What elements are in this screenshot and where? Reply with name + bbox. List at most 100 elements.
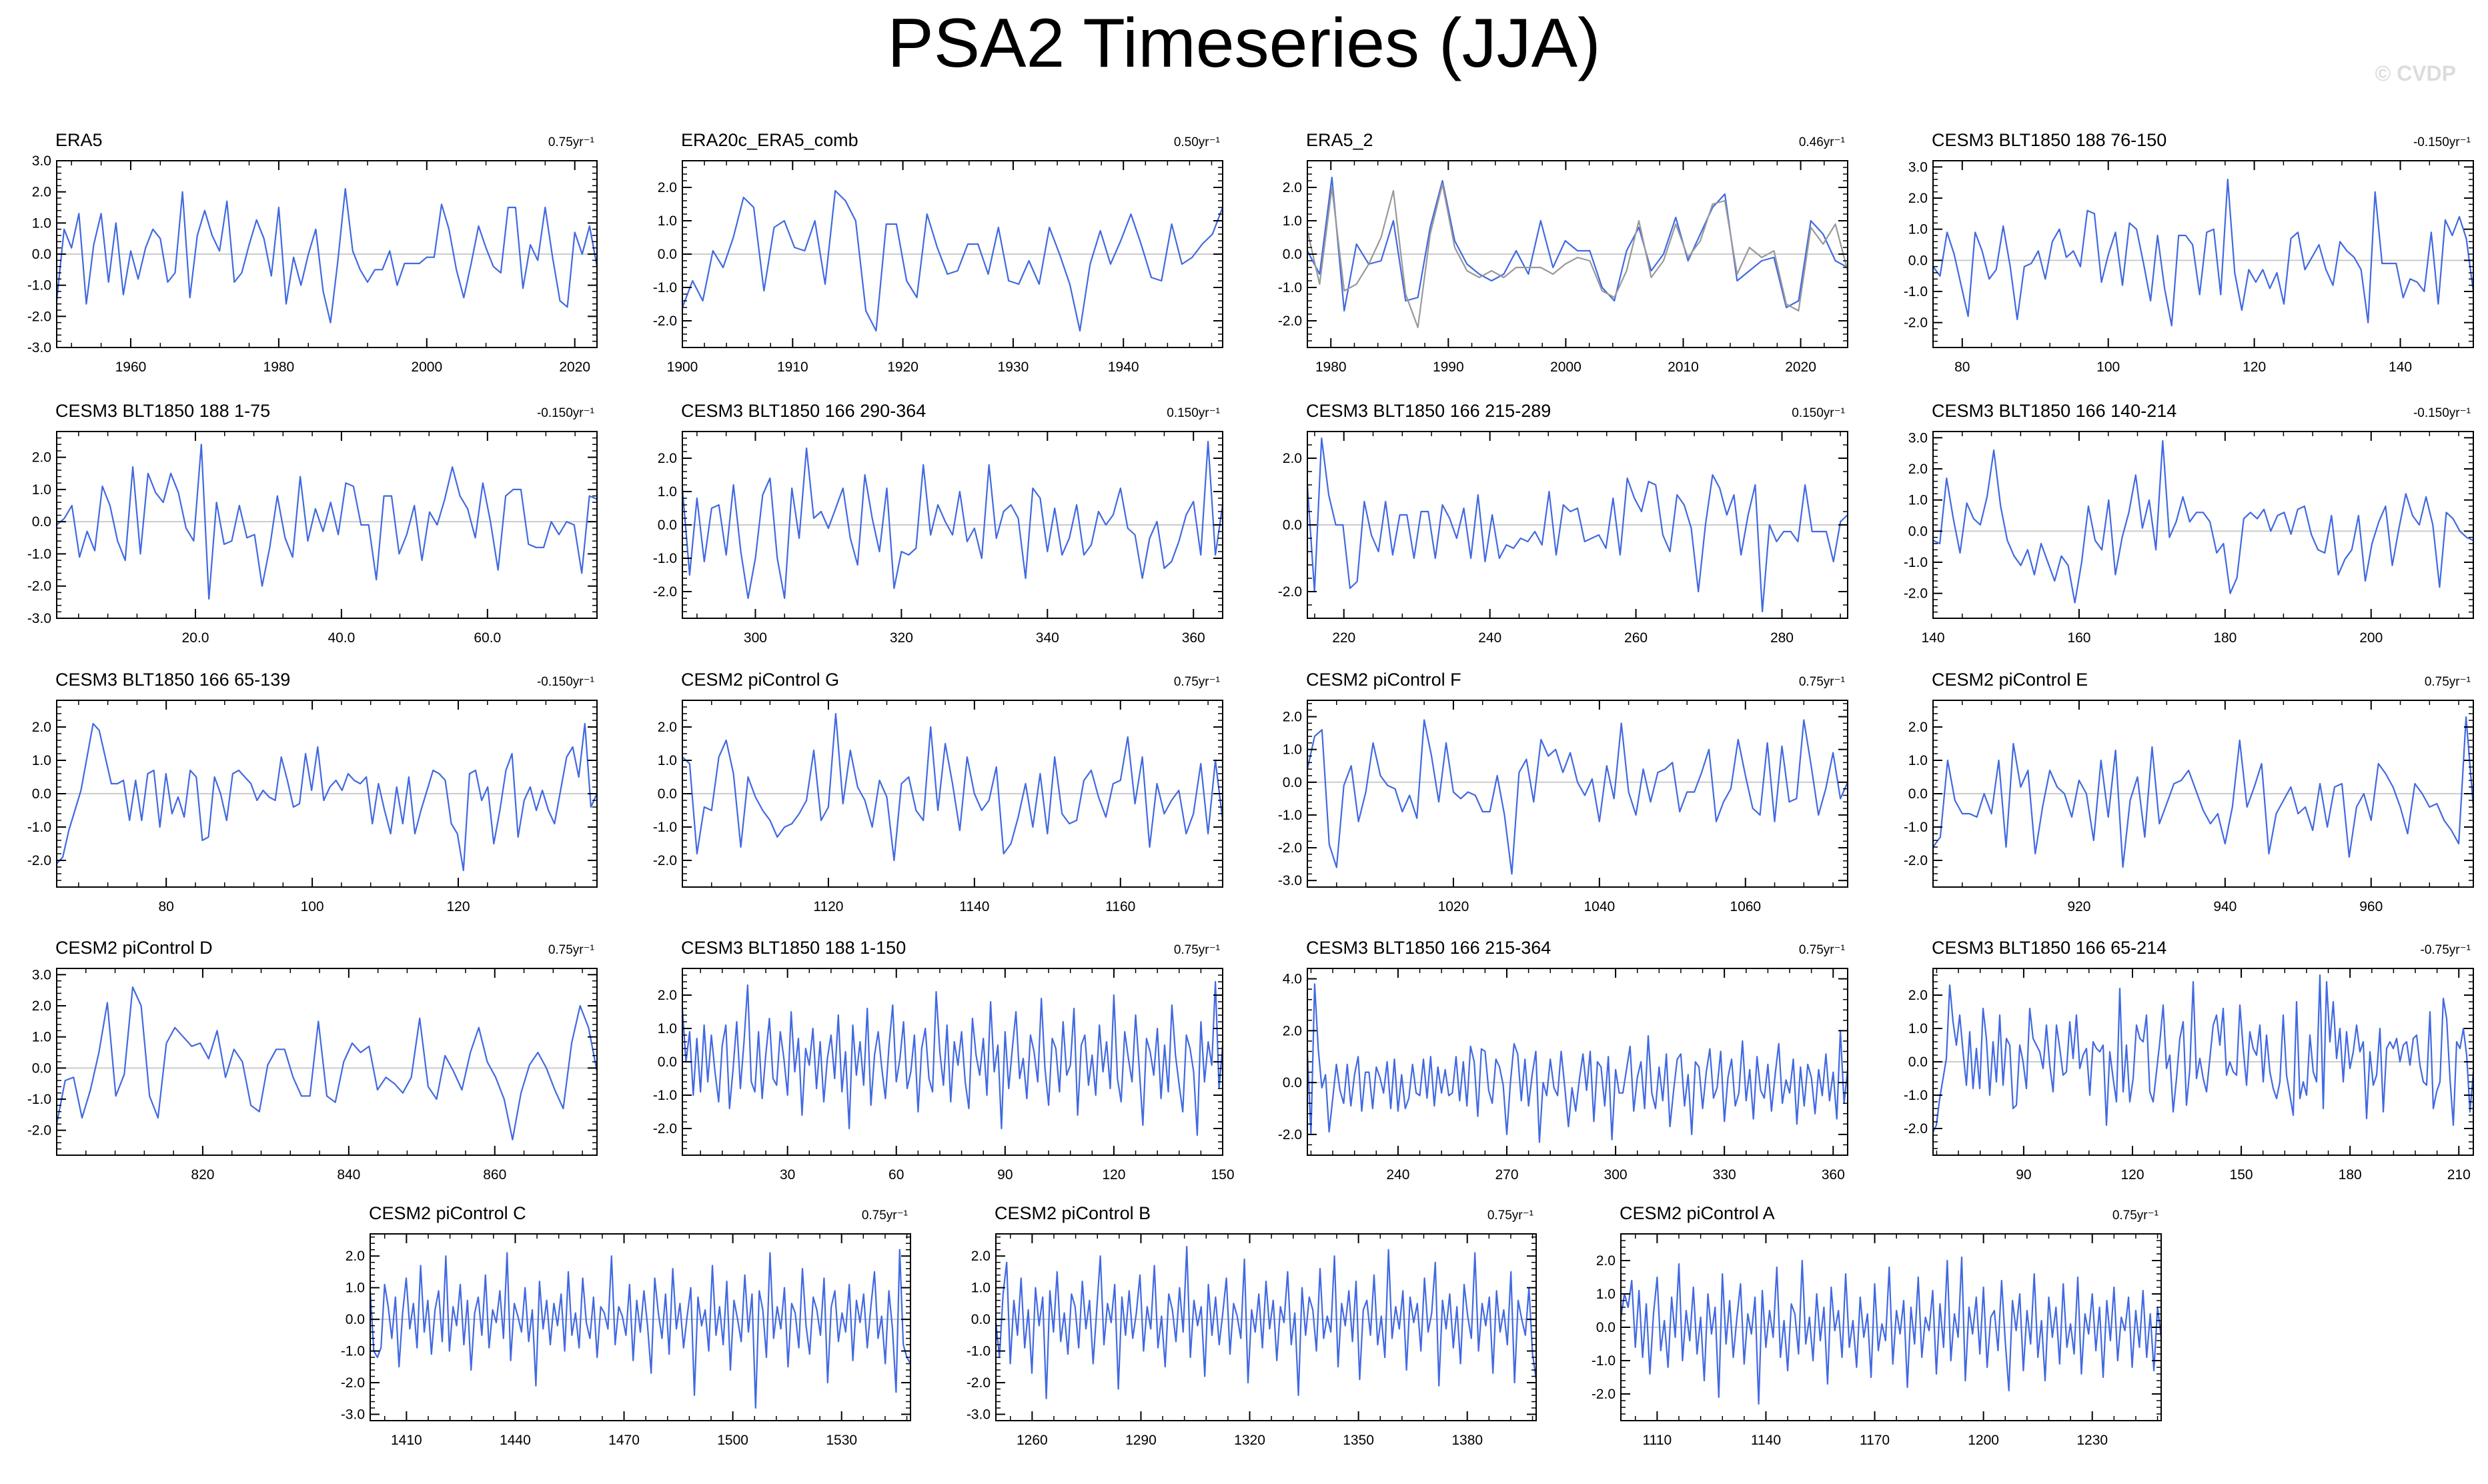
x-tick-label: 1170 xyxy=(1860,1433,1890,1448)
y-tick-label: 1.0 xyxy=(32,215,51,231)
panel-title: ERA5_2 xyxy=(1306,130,1373,150)
y-tick-label: 0.0 xyxy=(658,247,677,262)
x-tick-label: 920 xyxy=(2067,899,2090,914)
y-tick-label: -2.0 xyxy=(1278,313,1302,329)
y-tick-label: -2.0 xyxy=(1904,1121,1928,1137)
y-tick-label: -2.0 xyxy=(27,579,51,594)
series-line xyxy=(1932,716,2475,868)
panel: CESM2 piControl A 0.75yr⁻¹ 1110 1140 1170 120… xyxy=(1592,1203,2162,1448)
y-tick-label: 0.0 xyxy=(346,1312,365,1327)
x-tick-label: 240 xyxy=(1386,1167,1409,1183)
y-tick-label: 1.0 xyxy=(1908,753,1928,768)
y-tick-label: 2.0 xyxy=(1908,462,1928,477)
x-tick-label: 280 xyxy=(1770,630,1794,646)
plot-frame xyxy=(370,1233,911,1421)
y-tick-label: 1.0 xyxy=(346,1281,365,1296)
x-tick-label: 2010 xyxy=(1668,359,1699,375)
x-tick-label: 60.0 xyxy=(474,630,501,646)
y-tick-label: -1.0 xyxy=(653,551,677,566)
panel-trend: 0.75yr⁻¹ xyxy=(1799,675,1845,689)
x-tick-label: 120 xyxy=(1102,1167,1125,1183)
x-tick-label: 1530 xyxy=(826,1433,857,1448)
panel: ERA5 0.75yr⁻¹ 1960 1980 2000 2020 -3.0 -2.0 -1.0… xyxy=(27,130,598,375)
y-tick-label: 0.0 xyxy=(1908,253,1928,268)
x-tick-label: 360 xyxy=(1822,1167,1845,1183)
y-tick-label: 1.0 xyxy=(32,1030,51,1045)
y-tick-label: -1.0 xyxy=(653,1088,677,1103)
y-tick-label: 0.0 xyxy=(1908,524,1928,539)
panel-trend: -0.150yr⁻¹ xyxy=(537,406,594,420)
y-tick-label: 2.0 xyxy=(1596,1253,1616,1269)
panel-trend: 0.75yr⁻¹ xyxy=(548,943,594,957)
y-tick-label: -2.0 xyxy=(1904,853,1928,868)
panel-title: CESM2 piControl G xyxy=(681,670,839,690)
y-tick-label: -3.0 xyxy=(1278,873,1302,888)
y-tick-label: 2.0 xyxy=(32,185,51,200)
panel: CESM3 BLT1850 188 76-150 -0.150yr⁻¹ 80 100 1… xyxy=(1904,130,2475,375)
panel-title: CESM3 BLT1850 188 1-150 xyxy=(681,938,906,958)
y-tick-label: 1.0 xyxy=(1908,1021,1928,1036)
y-tick-label: 2.0 xyxy=(1283,1023,1302,1038)
panel: CESM2 piControl C 0.75yr⁻¹ 1410 1440 1470 150… xyxy=(341,1203,911,1448)
x-tick-label: 1110 xyxy=(1643,1433,1672,1448)
x-tick-label: 140 xyxy=(2389,359,2412,375)
x-tick-label: 1980 xyxy=(1315,359,1347,375)
y-tick-label: 2.0 xyxy=(32,450,51,466)
x-tick-label: 1930 xyxy=(998,359,1029,375)
y-tick-label: -3.0 xyxy=(967,1407,991,1423)
y-tick-label: 2.0 xyxy=(658,451,677,466)
y-tick-label: 3.0 xyxy=(32,967,51,982)
panel: CESM3 BLT1850 166 215-289 0.150yr⁻¹ 220 240… xyxy=(1278,401,1848,646)
y-tick-label: 1.0 xyxy=(1908,222,1928,237)
y-tick-label: -1.0 xyxy=(1278,280,1302,295)
y-tick-label: -3.0 xyxy=(27,611,51,626)
y-tick-label: 0.0 xyxy=(1596,1320,1616,1335)
series-line xyxy=(681,440,1224,600)
y-tick-label: 2.0 xyxy=(1908,988,1928,1003)
x-tick-label: 200 xyxy=(2359,630,2383,646)
panel-title: CESM2 piControl D xyxy=(55,938,213,958)
panel: CESM3 BLT1850 166 65-139 -0.150yr⁻¹ 80 100 1… xyxy=(27,670,598,914)
plot-frame xyxy=(995,1233,1537,1421)
series-line xyxy=(682,712,1224,862)
x-tick-label: 1500 xyxy=(717,1433,748,1448)
y-tick-label: 1.0 xyxy=(658,213,677,229)
x-tick-label: 260 xyxy=(1624,630,1648,646)
y-tick-label: -2.0 xyxy=(653,1121,677,1137)
panel-trend: 0.75yr⁻¹ xyxy=(2425,675,2471,689)
panel-trend: 0.75yr⁻¹ xyxy=(548,135,594,149)
panel-title: CESM3 BLT1850 166 65-214 xyxy=(1932,938,2166,958)
y-tick-label: 3.0 xyxy=(1908,430,1928,446)
x-tick-label: 2000 xyxy=(1550,359,1582,375)
y-tick-label: -1.0 xyxy=(27,820,51,835)
x-tick-label: 2000 xyxy=(411,359,442,375)
x-tick-label: 1160 xyxy=(1105,899,1135,914)
y-tick-label: -1.0 xyxy=(1904,820,1928,835)
y-tick-label: 0.0 xyxy=(32,247,51,262)
y-tick-label: 0.0 xyxy=(1908,1054,1928,1070)
x-tick-label: 160 xyxy=(2067,630,2090,646)
series-line xyxy=(1306,719,1849,875)
y-tick-label: -2.0 xyxy=(1278,840,1302,856)
y-tick-label: -2.0 xyxy=(967,1375,991,1391)
y-tick-label: -1.0 xyxy=(27,546,51,562)
y-tick-label: 1.0 xyxy=(971,1281,991,1296)
panel: CESM3 BLT1850 166 65-214 -0.75yr⁻¹ 90 120 15… xyxy=(1904,938,2475,1183)
x-tick-label: 1200 xyxy=(1968,1433,1999,1448)
plot-frame xyxy=(1307,968,1848,1156)
y-tick-label: -1.0 xyxy=(1592,1353,1616,1369)
x-tick-label: 940 xyxy=(2213,899,2237,914)
plot-frame xyxy=(1932,160,2474,348)
y-tick-label: -1.0 xyxy=(1904,555,1928,570)
y-tick-label: 0.0 xyxy=(1283,518,1302,533)
y-tick-label: -2.0 xyxy=(653,584,677,600)
y-tick-label: -2.0 xyxy=(1904,586,1928,602)
x-tick-label: 960 xyxy=(2359,899,2383,914)
series-line xyxy=(1932,440,2474,604)
y-tick-label: -2.0 xyxy=(27,853,51,868)
x-tick-label: 1990 xyxy=(1433,359,1464,375)
x-tick-label: 860 xyxy=(483,1167,506,1183)
series-line xyxy=(1306,183,1849,329)
panel-title: CESM3 BLT1850 166 65-139 xyxy=(55,670,290,690)
y-tick-label: 1.0 xyxy=(1596,1287,1616,1302)
